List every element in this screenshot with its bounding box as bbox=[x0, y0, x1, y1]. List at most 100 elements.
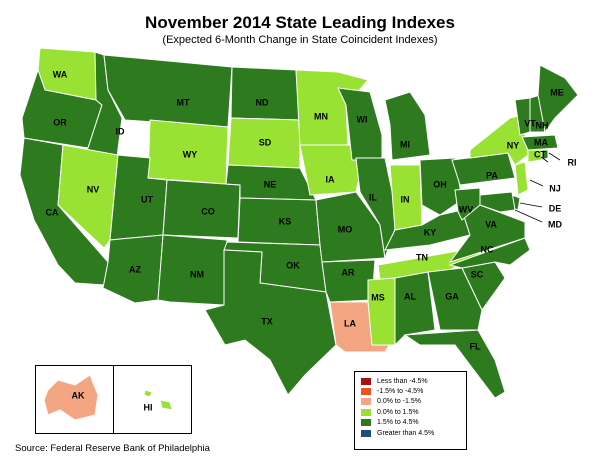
state-label-oh: OH bbox=[433, 179, 447, 189]
legend-label: 0.0% to -1.5% bbox=[377, 398, 421, 406]
state-label-ok: OK bbox=[286, 260, 300, 270]
state-nj bbox=[514, 161, 529, 196]
state-ny bbox=[469, 114, 529, 166]
state-label-mi: MI bbox=[400, 139, 410, 149]
state-al bbox=[394, 271, 436, 347]
legend-swatch bbox=[361, 408, 371, 416]
leader-line-de bbox=[519, 202, 543, 208]
state-label-de: DE bbox=[549, 203, 562, 213]
source-note: Source: Federal Reserve Bank of Philadel… bbox=[15, 443, 210, 454]
legend-label: -1.5% to -4.5% bbox=[377, 388, 424, 396]
state-ar bbox=[321, 259, 376, 303]
state-label-nc: NC bbox=[481, 244, 494, 254]
state-label-wa: WA bbox=[53, 69, 68, 79]
leader-lines bbox=[514, 152, 561, 223]
state-label-ct: CT bbox=[534, 149, 546, 159]
legend-swatch bbox=[361, 429, 371, 437]
state-nd bbox=[230, 66, 301, 121]
state-label-mn: MN bbox=[314, 111, 328, 121]
state-label-id: ID bbox=[116, 126, 126, 136]
legend-label: 1.5% to 4.5% bbox=[377, 419, 419, 427]
legend-swatch bbox=[361, 419, 371, 427]
state-ak bbox=[43, 374, 99, 421]
state-label-mo: MO bbox=[338, 224, 353, 234]
state-md bbox=[479, 191, 516, 213]
state-ga bbox=[427, 267, 483, 331]
state-label-ms: MS bbox=[371, 292, 385, 302]
legend-swatch bbox=[361, 398, 371, 406]
state-tx bbox=[204, 249, 337, 396]
state-ma bbox=[521, 134, 559, 151]
state-label-sd: SD bbox=[259, 137, 272, 147]
state-label-ma: MA bbox=[534, 137, 548, 147]
state-shapes bbox=[19, 47, 579, 421]
state-label-ga: GA bbox=[445, 291, 459, 301]
state-ri bbox=[541, 149, 549, 161]
state-nm bbox=[157, 234, 228, 306]
legend-item: -1.5% to -4.5% bbox=[361, 386, 466, 396]
state-label-ak: AK bbox=[72, 390, 85, 400]
state-label-ar: AR bbox=[342, 267, 355, 277]
state-hi bbox=[143, 389, 173, 411]
state-label-ri: RI bbox=[568, 157, 577, 167]
state-nv bbox=[57, 144, 119, 249]
legend-item: Less than -4.5% bbox=[361, 376, 466, 386]
state-label-ca: CA bbox=[46, 207, 59, 217]
state-label-me: ME bbox=[550, 87, 564, 97]
state-me bbox=[537, 64, 579, 134]
state-label-al: AL bbox=[404, 291, 416, 301]
state-mi bbox=[384, 91, 431, 161]
state-label-hi: HI bbox=[144, 402, 153, 412]
state-pa bbox=[451, 152, 516, 186]
state-label-wv: WV bbox=[459, 204, 474, 214]
state-label-va: VA bbox=[485, 219, 497, 229]
legend-swatch bbox=[361, 377, 371, 385]
state-label-wy: WY bbox=[183, 149, 198, 159]
state-label-ky: KY bbox=[424, 227, 437, 237]
state-label-mt: MT bbox=[177, 97, 190, 107]
state-label-in: IN bbox=[401, 194, 410, 204]
state-wv bbox=[454, 187, 481, 221]
state-label-nh: NH bbox=[536, 120, 549, 130]
state-label-nv: NV bbox=[87, 184, 100, 194]
leader-line-ri bbox=[548, 152, 561, 161]
state-label-nj: NJ bbox=[549, 183, 561, 193]
legend-item: 1.5% to 4.5% bbox=[361, 418, 466, 428]
legend-label: Greater than 4.5% bbox=[377, 429, 435, 437]
state-label-tn: TN bbox=[416, 252, 428, 262]
hawaii-inset bbox=[113, 365, 192, 434]
state-label-vt: VT bbox=[524, 118, 536, 128]
alaska-inset bbox=[35, 365, 114, 434]
state-label-ut: UT bbox=[141, 194, 153, 204]
state-label-il: IL bbox=[369, 192, 378, 202]
state-label-la: LA bbox=[344, 318, 356, 328]
state-label-ny: NY bbox=[507, 140, 520, 150]
state-label-or: OR bbox=[53, 117, 67, 127]
state-label-fl: FL bbox=[470, 341, 481, 351]
leader-line-nj bbox=[529, 179, 544, 187]
state-fl bbox=[403, 329, 506, 399]
legend-item: Greater than 4.5% bbox=[361, 428, 466, 438]
state-label-md: MD bbox=[548, 219, 562, 229]
legend-item: 0.0% to -1.5% bbox=[361, 397, 466, 407]
leader-line-md bbox=[514, 209, 543, 223]
state-label-ks: KS bbox=[279, 216, 292, 226]
leader-line-ct bbox=[540, 156, 549, 163]
state-il bbox=[355, 157, 399, 259]
state-label-nm: NM bbox=[190, 269, 204, 279]
legend-label: Less than -4.5% bbox=[377, 377, 428, 385]
state-label-sc: SC bbox=[471, 269, 484, 279]
state-mt bbox=[103, 54, 233, 128]
state-label-ne: NE bbox=[264, 179, 277, 189]
legend-label: 0.0% to 1.5% bbox=[377, 408, 419, 416]
legend-swatch bbox=[361, 388, 371, 396]
state-ms bbox=[367, 277, 396, 346]
state-label-ia: IA bbox=[326, 174, 336, 184]
state-label-nd: ND bbox=[256, 97, 269, 107]
map-subtitle: (Expected 6-Month Change in State Coinci… bbox=[162, 34, 438, 46]
legend: Less than -4.5% -1.5% to -4.5% 0.0% to -1.… bbox=[354, 371, 467, 450]
state-label-co: CO bbox=[201, 206, 215, 216]
state-ky bbox=[384, 209, 471, 251]
